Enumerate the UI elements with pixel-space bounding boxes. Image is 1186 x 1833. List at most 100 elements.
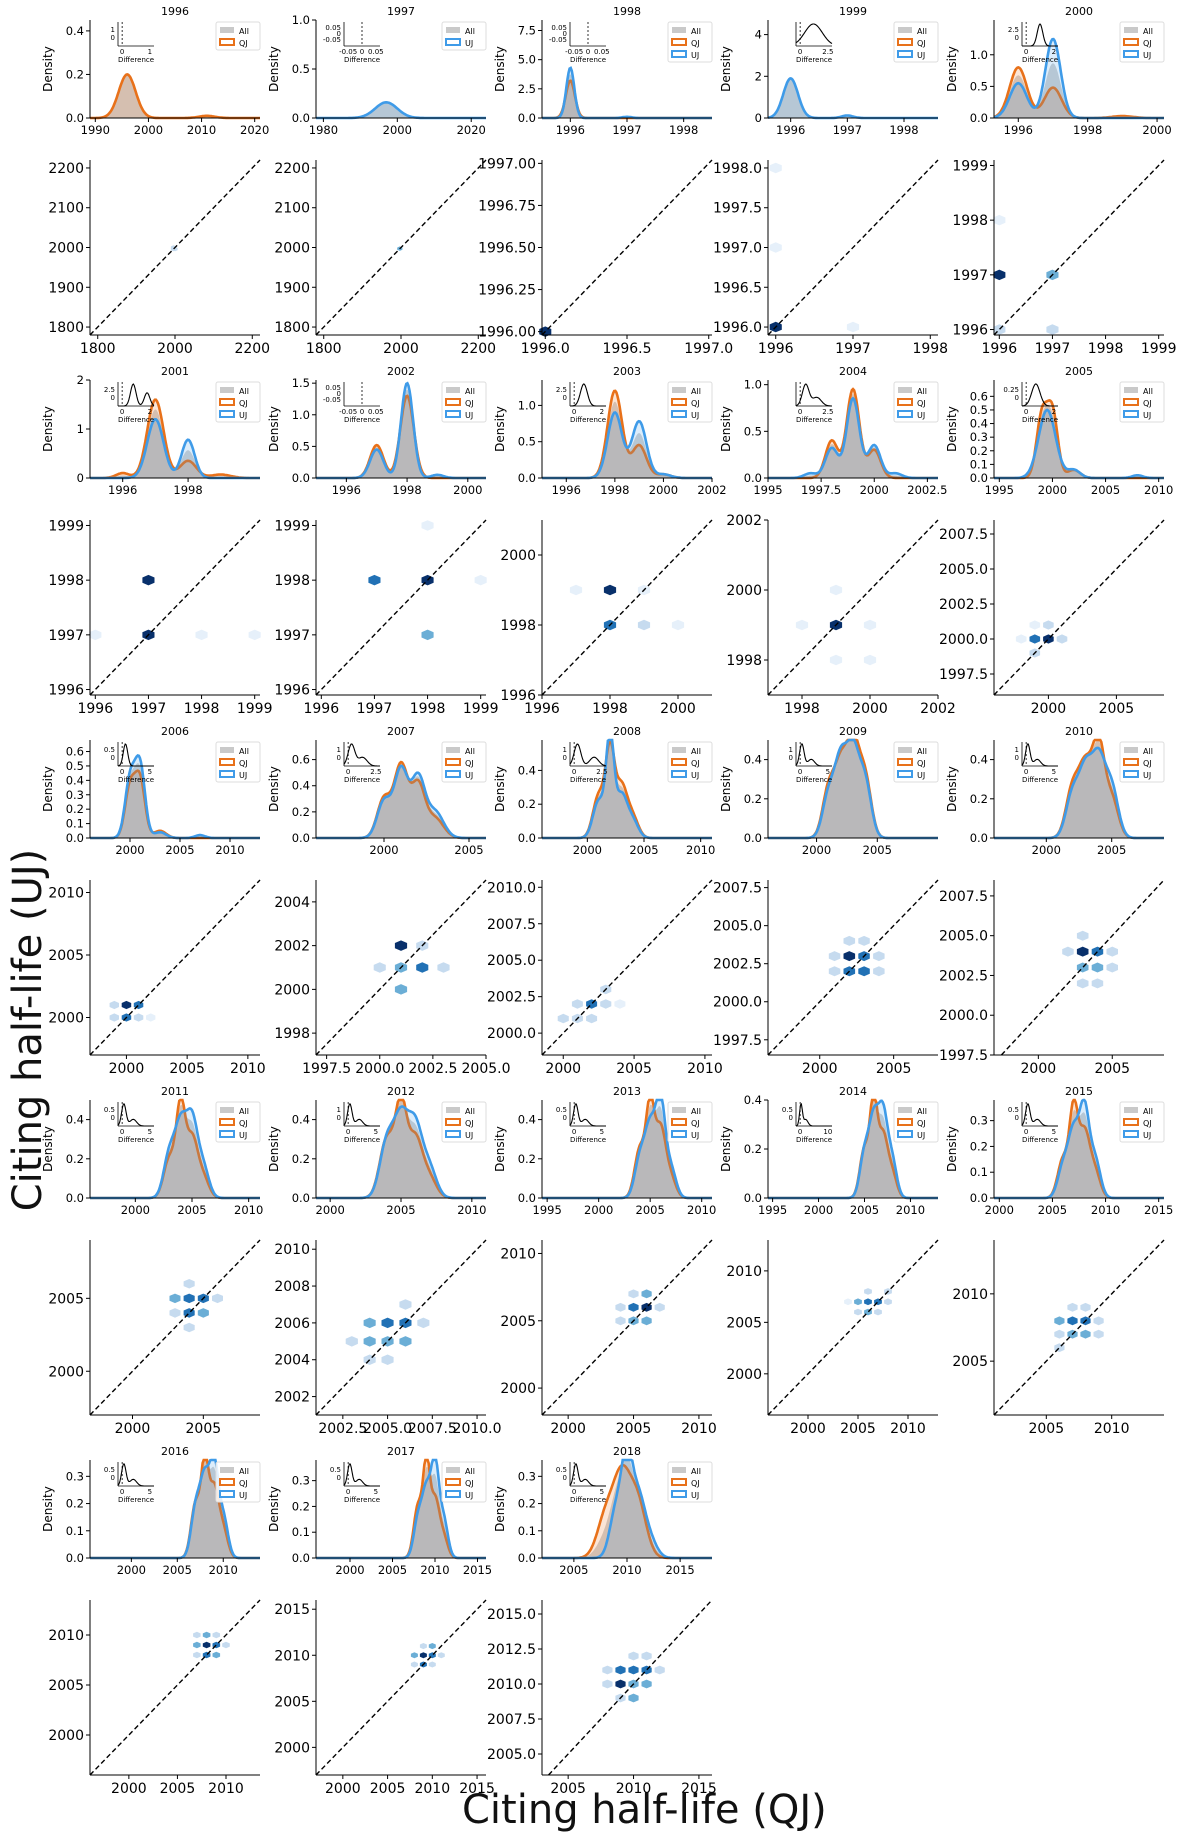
x-tick-label: 2010 — [612, 1563, 641, 1577]
identity-diagonal — [89, 1599, 261, 1776]
x-tick-label: 1996 — [1004, 123, 1033, 137]
legend-swatch-qj — [897, 1118, 913, 1126]
x-tick-label: 1995 — [753, 483, 782, 497]
x-tick-label: 2000 — [1038, 483, 1067, 497]
legend-swatch-all — [672, 1467, 686, 1473]
panel-1998-kde: 1998 1996 1997 1998 0.0 2.5 5.0 7.5 Density All QJ… — [493, 5, 713, 137]
x-tick-label: 1998 — [592, 701, 628, 717]
legend-label-uj: UJ — [917, 51, 925, 60]
hex-cell — [1093, 1329, 1104, 1339]
y-tick-label: 2002 — [274, 1390, 310, 1406]
all-density-area — [316, 764, 486, 838]
x-tick-label: 2010 — [681, 1421, 717, 1437]
x-tick-label: 1998 — [1088, 341, 1124, 357]
panel-title: 2005 — [1065, 365, 1093, 378]
legend-swatch-uj — [219, 770, 235, 778]
hex-cell — [1046, 324, 1059, 335]
legend: All QJ UJ — [1119, 1101, 1165, 1143]
hex-cell — [641, 1679, 652, 1689]
y-tick-label: 0.4 — [66, 1113, 84, 1127]
inset-x-tick-label: 2.5 — [822, 48, 833, 56]
x-tick-label: 1997 — [612, 123, 641, 137]
inset-y-tick-label: 0 — [111, 394, 115, 402]
panel-2007-hexbin: 1997.5 2000.0 2002.5 2005.0 1998 2000 2002 2004 — [274, 879, 511, 1077]
hex-cell — [795, 619, 809, 631]
legend-swatch-uj — [671, 1490, 687, 1498]
hex-cell — [829, 654, 843, 666]
legend-swatch-qj — [897, 758, 913, 766]
inset-y-tick-label: 0 — [789, 754, 793, 762]
qj-density-fill — [90, 74, 260, 118]
legend-swatch-all — [220, 1107, 234, 1113]
uj-density-line — [994, 408, 1164, 480]
inset-y-tick-label: 0.05 — [325, 384, 341, 392]
inset-xlabel: Difference — [344, 56, 380, 64]
y-tick-label: 1900 — [274, 280, 310, 296]
legend-label-all: All — [465, 1107, 475, 1116]
legend-label-qj: QJ — [239, 39, 248, 48]
inset-difference-line — [1021, 743, 1058, 767]
legend-swatch-all — [446, 1467, 460, 1473]
y-tick-label: 0.5 — [518, 435, 536, 449]
inset-xlabel: Difference — [344, 416, 380, 424]
x-tick-label: 2000 — [453, 483, 482, 497]
legend-label-all: All — [1143, 387, 1153, 396]
y-tick-label: 0.3 — [518, 1469, 536, 1483]
inset-x-tick-label: 0 — [572, 408, 576, 416]
y-tick-label: 0.5 — [744, 424, 762, 438]
inset-difference-line — [795, 743, 832, 767]
x-tick-label: 1995 — [533, 1203, 562, 1217]
hex-cell — [437, 1652, 445, 1659]
hex-cell — [614, 999, 626, 1009]
y-tick-label: 1996 — [274, 683, 310, 699]
legend-label-all: All — [1143, 27, 1153, 36]
hex-cell — [828, 951, 841, 962]
y-tick-label: 2007.5 — [487, 917, 536, 933]
x-tick-label: 2000 — [335, 1563, 364, 1577]
y-tick-label: 0.2 — [292, 1152, 310, 1166]
x-tick-label: 1995 — [758, 1203, 787, 1217]
x-tick-label: 1999 — [463, 701, 499, 717]
y-tick-label: 2007.5 — [713, 881, 762, 897]
x-tick-label: 2010 — [209, 1563, 238, 1577]
x-tick-label: 1998 — [912, 341, 948, 357]
inset-difference-line — [1022, 23, 1058, 47]
x-tick-label: 2000 — [115, 1421, 151, 1437]
x-tick-label: 2000 — [802, 843, 831, 857]
legend: All QJ UJ — [1119, 381, 1165, 423]
hex-cell — [428, 1643, 436, 1650]
x-tick-label: 1996 — [981, 341, 1017, 357]
y-tick-label: 4 — [755, 28, 762, 42]
legend-label-uj: UJ — [239, 771, 247, 780]
panel-1996-hexbin: 1800 2000 2200 1800 1900 2000 2100 2200 — [48, 159, 270, 357]
panel-2002-hexbin: 1996 1997 1998 1999 1996 1997 1998 1999 — [274, 518, 498, 717]
x-tick-label: 2020 — [240, 123, 269, 137]
hex-cell — [212, 1631, 221, 1639]
inset-y-tick-label: 0 — [111, 1114, 115, 1122]
inset-x-tick-label: 0 — [120, 768, 124, 776]
hex-cell — [615, 1679, 626, 1689]
panel-title: 2013 — [613, 1085, 641, 1098]
hex-cell — [428, 1661, 436, 1668]
hex-cell — [212, 1293, 223, 1304]
legend: All QJ UJ — [893, 381, 939, 423]
x-tick-label: 2005 — [863, 843, 892, 857]
uj-density-fill — [90, 755, 260, 838]
hex-cell — [864, 1288, 872, 1295]
inset-xlabel: Difference — [796, 416, 832, 424]
panel-2014-hexbin: 2000 2005 2010 2000 2005 2010 — [726, 1239, 939, 1437]
hex-cell — [829, 584, 843, 596]
y-tick-label: 2000 — [726, 583, 762, 599]
identity-diagonal — [315, 1239, 487, 1416]
hex-cell — [202, 1631, 211, 1639]
x-tick-label: 2000 — [860, 483, 889, 497]
all-density-area — [316, 389, 486, 478]
uj-density-fill — [542, 740, 712, 838]
y-tick-label: 2000 — [274, 241, 310, 257]
y-tick-label: 1996.00 — [478, 325, 536, 341]
y-tick-label: 1998 — [500, 618, 536, 634]
density-ylabel: Density — [493, 766, 507, 812]
